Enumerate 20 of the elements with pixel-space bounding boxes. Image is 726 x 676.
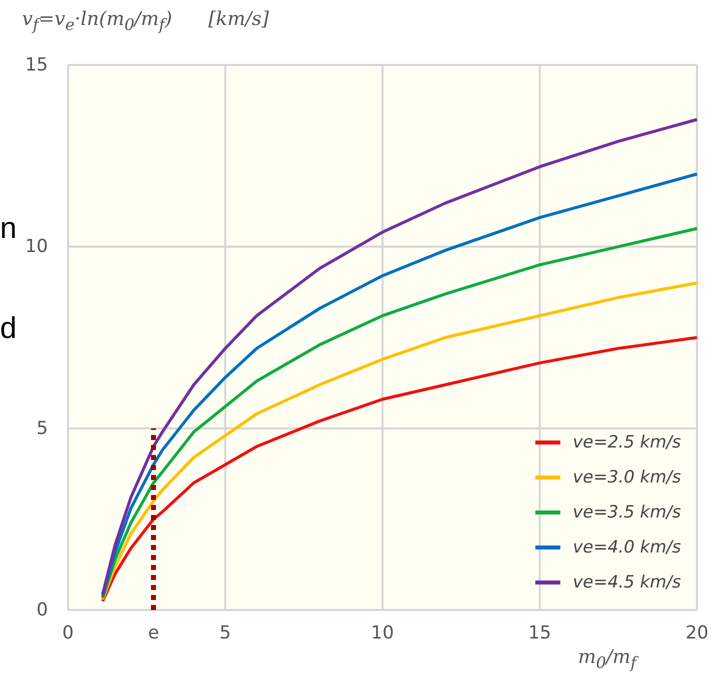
x-tick-label: e <box>148 622 160 644</box>
x-tick-label: 0 <box>62 622 74 644</box>
legend-label: ve=4.0 km/s <box>572 538 682 558</box>
legend-label: ve=4.5 km/s <box>572 572 682 592</box>
text: n <box>0 212 17 246</box>
line-series <box>101 336 698 603</box>
legend-label: ve=3.5 km/s <box>572 502 682 522</box>
x-tick-label: 5 <box>220 622 231 644</box>
x-tick-label: 20 <box>686 622 708 644</box>
y-tick-label: 5 <box>36 418 48 439</box>
y-tick-label: 15 <box>25 54 48 76</box>
legend-label: ve=3.0 km/s <box>572 468 682 488</box>
text: d <box>0 312 17 346</box>
legend-label: ve=2.5 km/s <box>572 432 682 452</box>
y-tick-label: 10 <box>25 236 48 258</box>
y-tick-label: 0 <box>36 600 48 620</box>
x-tick-label: 10 <box>371 622 394 644</box>
x-tick-label: 15 <box>528 622 552 644</box>
x-axis-title: m$_{0}$/m$_{f}$ <box>578 646 636 672</box>
text: v$_{f}$=v$_{e}$·ln(m$_{0}$/m$_{f}$) [km/s] <box>22 8 269 34</box>
